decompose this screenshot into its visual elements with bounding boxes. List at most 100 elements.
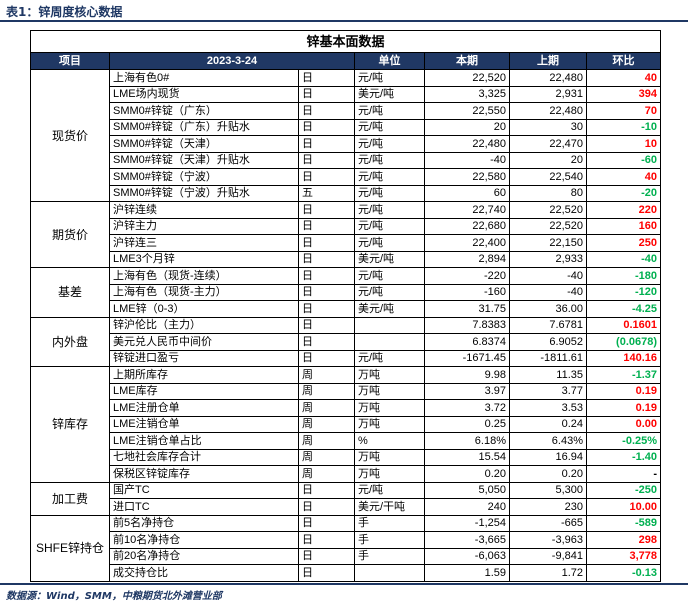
previous-value-cell: -9,841 (509, 547, 587, 565)
frequency-cell: 日 (298, 217, 355, 235)
previous-value-cell: 2,931 (509, 85, 587, 103)
change-cell: -0.13 (585, 564, 662, 582)
previous-value-cell: 22,470 (509, 135, 587, 153)
unit-cell: 元/吨 (354, 234, 425, 252)
change-cell: 250 (585, 234, 662, 252)
change-cell: 140.16 (585, 349, 662, 367)
change-cell: 0.19 (585, 382, 662, 400)
previous-value-cell: -1811.61 (509, 349, 587, 367)
previous-value-cell: 5,300 (509, 481, 587, 499)
change-cell: -40 (585, 250, 662, 268)
frequency-cell: 日 (298, 85, 355, 103)
change-cell: 160 (585, 217, 662, 235)
unit-cell (354, 316, 425, 334)
previous-value-cell: 80 (509, 184, 587, 202)
unit-cell (354, 333, 425, 351)
item-cell: 上期所库存 (109, 366, 299, 384)
table-row: SMM0#锌锭（天津）日元/吨 22,480 22,470 10 (31, 135, 662, 153)
unit-cell: 元/吨 (354, 135, 425, 153)
table-row: 美元兑人民币中间价日 6.8374 6.9052 (0.0678) (31, 333, 662, 351)
item-cell: LME库存 (109, 382, 299, 400)
frequency-cell: 日 (298, 531, 355, 549)
unit-cell: 元/吨 (354, 118, 425, 136)
table-row: 进口TC 日美元/干吨 240 230 10.00 (31, 498, 662, 516)
current-value-cell: 240 (424, 498, 510, 516)
unit-cell: 万吨 (354, 465, 425, 483)
unit-cell: 元/吨 (354, 349, 425, 367)
change-cell: -120 (585, 283, 662, 301)
table-row: SMM0#锌锭（宁波）升贴水五元/吨 60 80 -20 (31, 184, 662, 202)
frequency-cell: 日 (298, 201, 355, 219)
unit-cell: 万吨 (354, 448, 425, 466)
change-cell: 40 (585, 69, 662, 87)
item-cell: 美元兑人民币中间价 (109, 333, 299, 351)
current-value-cell: 22,400 (424, 234, 510, 252)
table-row: LME注销仓单周万吨 0.25 0.24 0.00 (31, 415, 662, 433)
change-cell: -0.25% (585, 432, 662, 450)
current-value-cell: -1671.45 (424, 349, 510, 367)
current-value-cell: -40 (424, 151, 510, 169)
change-cell: 70 (585, 102, 662, 120)
previous-value-cell: 0.20 (509, 465, 587, 483)
item-cell: SMM0#锌锭（天津）升贴水 (109, 151, 299, 169)
item-cell: LME注册仓单 (109, 399, 299, 417)
previous-value-cell: 22,480 (509, 69, 587, 87)
current-value-cell: 3.72 (424, 399, 510, 417)
category-cell: 锌库存 (30, 366, 110, 483)
change-cell: 0.19 (585, 399, 662, 417)
item-cell: 上海有色（现货-主力） (109, 283, 299, 301)
previous-value-cell: 2,933 (509, 250, 587, 268)
unit-cell: 万吨 (354, 382, 425, 400)
change-cell: -20 (585, 184, 662, 202)
item-cell: SMM0#锌锭（广东） (109, 102, 299, 120)
unit-cell: 元/吨 (354, 217, 425, 235)
current-value-cell: 22,740 (424, 201, 510, 219)
unit-cell: 元/吨 (354, 481, 425, 499)
previous-value-cell: 7.6781 (509, 316, 587, 334)
current-value-cell: 22,550 (424, 102, 510, 120)
table-row: 沪锌主力日元/吨 22,680 22,520 160 (31, 217, 662, 235)
unit-cell: 元/吨 (354, 201, 425, 219)
previous-value-cell: 22,520 (509, 217, 587, 235)
current-value-cell: -6,063 (424, 547, 510, 565)
category-cell: 内外盘 (30, 316, 110, 367)
previous-value-cell: 20 (509, 151, 587, 169)
frequency-cell: 日 (298, 564, 355, 582)
frequency-cell: 日 (298, 250, 355, 268)
unit-cell (354, 564, 425, 582)
current-value-cell: 6.8374 (424, 333, 510, 351)
previous-value-cell: 3.53 (509, 399, 587, 417)
unit-cell: 美元/吨 (354, 85, 425, 103)
previous-value-cell: 3.77 (509, 382, 587, 400)
item-cell: 成交持仓比 (109, 564, 299, 582)
previous-value-cell: 30 (509, 118, 587, 136)
bottom-rule (0, 583, 688, 585)
previous-value-cell: 22,480 (509, 102, 587, 120)
table-row: SMM0#锌锭（广东）升贴水日元/吨 20 30 -10 (31, 118, 662, 136)
item-cell: 沪锌连续 (109, 201, 299, 219)
table-row: 现货价 上海有色0# 日元/吨 22,520 22,480 40 (30, 69, 662, 202)
table-row: LME注册仓单周万吨 3.72 3.53 0.19 (31, 399, 662, 417)
unit-cell: 手 (354, 531, 425, 549)
frequency-cell: 周 (298, 465, 355, 483)
item-cell: 上海有色（现货-连续） (109, 267, 299, 285)
table-row: 期货价 沪锌连续日元/吨 22,740 22,520 220 (30, 201, 662, 268)
table-row: LME场内现货日美元/吨 3,325 2,931 394 (31, 85, 662, 103)
change-cell: 3,778 (585, 547, 662, 565)
top-rule (0, 20, 688, 22)
current-value-cell: -3,665 (424, 531, 510, 549)
item-cell: SMM0#锌锭（宁波） (109, 168, 299, 186)
current-value-cell: 2,894 (424, 250, 510, 268)
item-cell: 锌锭进口盈亏 (109, 349, 299, 367)
change-cell: -4.25 (585, 300, 662, 318)
current-value-cell: 22,480 (424, 135, 510, 153)
current-value-cell: 31.75 (424, 300, 510, 318)
item-cell: LME注销仓单 (109, 415, 299, 433)
current-value-cell: 1.59 (424, 564, 510, 582)
frequency-cell: 周 (298, 366, 355, 384)
change-cell: -589 (585, 514, 662, 532)
previous-value-cell: 6.43% (509, 432, 587, 450)
current-value-cell: 7.8383 (424, 316, 510, 334)
change-cell: -1.40 (585, 448, 662, 466)
table-row: 上海有色（现货-主力）日元/吨 -160 -40 -120 (31, 283, 662, 301)
